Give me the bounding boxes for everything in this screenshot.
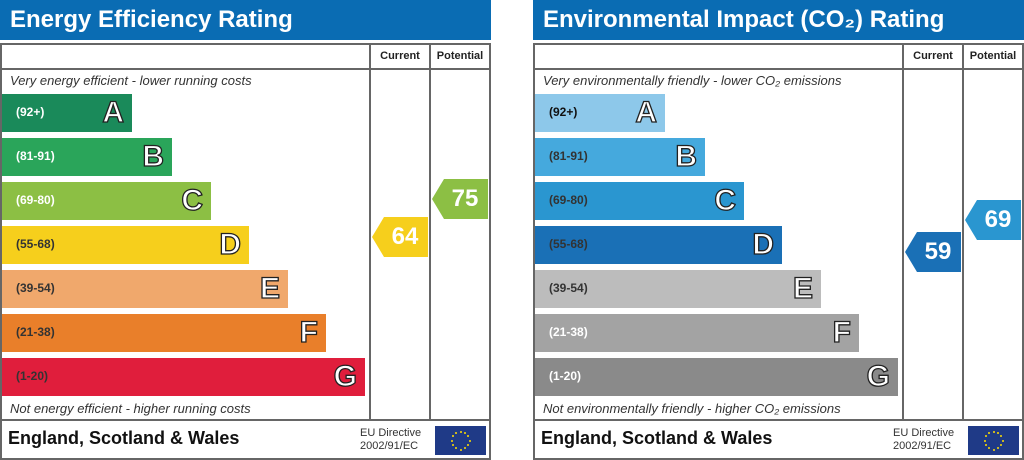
band-e: (39-54) E	[535, 270, 821, 308]
eu-directive: EU Directive 2002/91/EC	[893, 427, 954, 453]
divider	[902, 43, 904, 420]
eu-directive-line2: 2002/91/EC	[893, 440, 952, 452]
band-range: (55-68)	[549, 237, 588, 251]
top-note: Very environmentally friendly - lower CO…	[543, 73, 842, 88]
band-range: (21-38)	[16, 325, 55, 339]
band-range: (81-91)	[16, 149, 55, 163]
energy-efficiency-panel: Energy Efficiency Rating Current Potenti…	[0, 0, 491, 460]
potential-column-header: Potential	[436, 50, 484, 62]
band-range: (69-80)	[549, 193, 588, 207]
band-letter: D	[219, 227, 242, 261]
current-rating-indicator: 64	[372, 217, 428, 257]
band-letter: F	[299, 315, 319, 349]
region-label: England, Scotland & Wales	[541, 428, 773, 448]
band-letter: C	[181, 183, 204, 217]
eu-directive: EU Directive 2002/91/EC	[360, 427, 421, 453]
panel-title: Environmental Impact (CO₂) Rating	[533, 0, 1024, 40]
panel-title: Energy Efficiency Rating	[0, 0, 491, 40]
divider	[0, 419, 491, 421]
current-column-header: Current	[913, 50, 953, 62]
band-range: (1-20)	[549, 369, 582, 383]
potential-rating-indicator: 69	[965, 200, 1021, 240]
environmental-impact-panel: Environmental Impact (CO₂) Rating Curren…	[533, 0, 1024, 460]
band-letter: C	[714, 183, 737, 217]
band-c: (69-80) C	[2, 182, 211, 220]
band-letter: E	[259, 271, 280, 305]
eu-directive-line1: EU Directive	[893, 427, 955, 439]
band-range: (92+)	[549, 105, 578, 119]
eu-flag-icon	[968, 426, 1019, 455]
region-label: England, Scotland & Wales	[8, 428, 240, 448]
band-a: (92+) A	[535, 94, 665, 132]
band-letter: D	[752, 227, 775, 261]
band-letter: A	[102, 95, 125, 129]
bottom-note: Not energy efficient - higher running co…	[10, 401, 251, 416]
top-note: Very energy efficient - lower running co…	[10, 73, 252, 88]
band-range: (92+)	[16, 105, 45, 119]
current-column-header: Current	[380, 50, 420, 62]
eu-flag-icon	[435, 426, 486, 455]
rating-frame	[533, 43, 1024, 460]
current-rating-indicator: 59	[905, 232, 961, 272]
band-range: (1-20)	[16, 369, 49, 383]
divider	[369, 43, 371, 420]
band-range: (21-38)	[549, 325, 588, 339]
band-e: (39-54) E	[2, 270, 288, 308]
band-letter: A	[635, 95, 658, 129]
band-letter: F	[832, 315, 852, 349]
divider	[0, 68, 491, 70]
band-d: (55-68) D	[535, 226, 782, 264]
band-letter: B	[675, 139, 698, 173]
band-f: (21-38) F	[2, 314, 326, 352]
band-a: (92+) A	[2, 94, 132, 132]
rating-frame	[0, 43, 491, 460]
band-g: (1-20) G	[2, 358, 365, 396]
band-range: (39-54)	[16, 281, 55, 295]
band-b: (81-91) B	[535, 138, 705, 176]
band-range: (81-91)	[549, 149, 588, 163]
band-letter: E	[792, 271, 813, 305]
band-range: (39-54)	[549, 281, 588, 295]
band-range: (55-68)	[16, 237, 55, 251]
band-c: (69-80) C	[535, 182, 744, 220]
band-letter: G	[866, 359, 891, 393]
potential-column-header: Potential	[969, 50, 1017, 62]
divider	[533, 419, 1024, 421]
band-range: (69-80)	[16, 193, 55, 207]
band-g: (1-20) G	[535, 358, 898, 396]
eu-directive-line2: 2002/91/EC	[360, 440, 419, 452]
divider	[429, 43, 431, 420]
bottom-note: Not environmentally friendly - higher CO…	[543, 401, 841, 416]
band-f: (21-38) F	[535, 314, 859, 352]
divider	[962, 43, 964, 420]
divider	[533, 68, 1024, 70]
band-d: (55-68) D	[2, 226, 249, 264]
band-letter: B	[142, 139, 165, 173]
band-letter: G	[333, 359, 358, 393]
eu-directive-line1: EU Directive	[360, 427, 422, 439]
potential-rating-indicator: 75	[432, 179, 488, 219]
band-b: (81-91) B	[2, 138, 172, 176]
